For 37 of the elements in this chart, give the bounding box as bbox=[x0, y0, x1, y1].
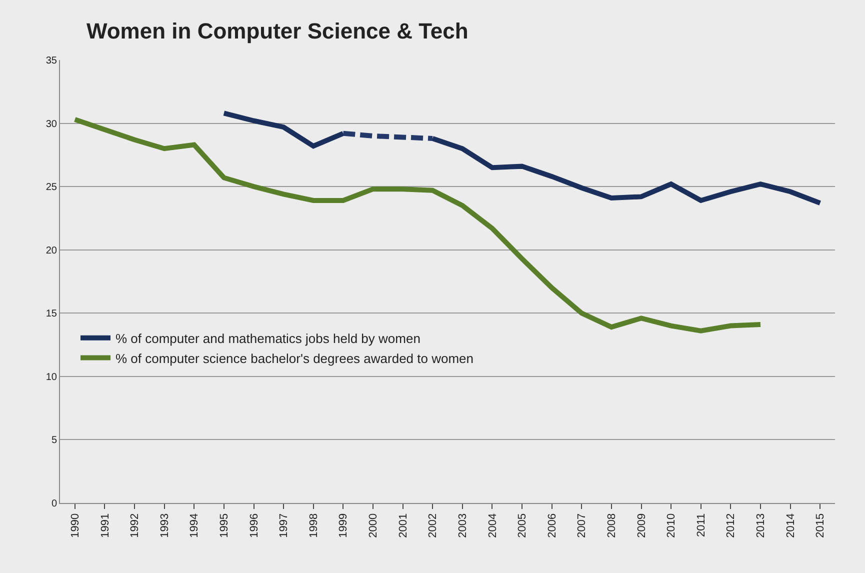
x-tick-label: 1990 bbox=[69, 513, 82, 538]
x-tick-label: 2011 bbox=[695, 513, 708, 538]
y-tick-label: 25 bbox=[46, 182, 58, 194]
x-tick-label: 1996 bbox=[248, 513, 260, 538]
x-tick-label: 2012 bbox=[725, 513, 738, 538]
x-tick-label: 2010 bbox=[666, 513, 678, 538]
x-tick-label: 2008 bbox=[606, 513, 618, 538]
x-tick-label: 2007 bbox=[576, 513, 588, 538]
x-tick-label: 2000 bbox=[368, 513, 380, 538]
x-tick-label: 1994 bbox=[188, 513, 201, 538]
x-tick-label: 1993 bbox=[158, 513, 171, 538]
x-tick-label: 2003 bbox=[456, 513, 469, 538]
y-tick-label: 20 bbox=[46, 245, 58, 256]
y-tick-label: 35 bbox=[46, 56, 58, 66]
x-tick-label: 2013 bbox=[755, 513, 768, 538]
x-tick-label: 2005 bbox=[516, 513, 529, 538]
y-tick-label: 5 bbox=[51, 435, 58, 446]
x-tick-label: 1995 bbox=[218, 513, 231, 538]
x-tick-label: 1997 bbox=[278, 513, 290, 538]
x-tick-label: 2006 bbox=[546, 513, 558, 538]
x-tick-label: 1999 bbox=[338, 513, 350, 538]
y-tick-label: 30 bbox=[46, 118, 58, 130]
x-tick-label: 1998 bbox=[308, 513, 320, 538]
x-tick-label: 2004 bbox=[486, 513, 499, 538]
x-tick-label: 2009 bbox=[636, 513, 648, 538]
chart-title: Women in Computer Science & Tech bbox=[86, 18, 468, 44]
x-tick-label: 2015 bbox=[814, 513, 827, 538]
x-tick-label: 2002 bbox=[427, 513, 440, 538]
y-tick-label: 10 bbox=[46, 372, 58, 383]
y-tick-label: 0 bbox=[51, 498, 58, 510]
x-tick-label: 2014 bbox=[784, 513, 797, 538]
x-tick-label: 1991 bbox=[99, 513, 112, 538]
x-tick-label: 1992 bbox=[129, 513, 142, 538]
legend-label: % of computer and mathematics jobs held by women bbox=[116, 330, 420, 346]
y-tick-label: 15 bbox=[46, 308, 58, 320]
x-tick-label: 2001 bbox=[397, 513, 410, 538]
legend-label: % of computer science bachelor's degrees awarded to women bbox=[116, 350, 474, 366]
